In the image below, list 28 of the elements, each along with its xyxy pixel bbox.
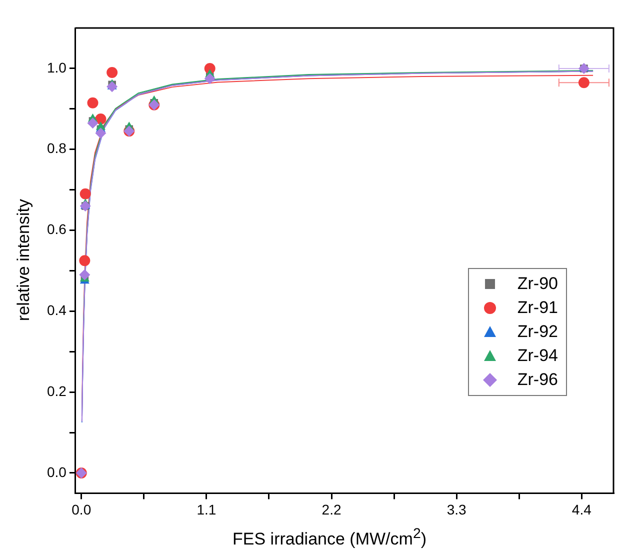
y-tick-label: 0.8: [46, 140, 67, 156]
point: [80, 188, 91, 200]
point: [95, 128, 106, 139]
x-tick-label: 1.1: [196, 501, 216, 518]
legend-label: Zr-92: [517, 322, 558, 342]
legend-label: Zr-91: [517, 298, 558, 318]
point: [578, 77, 590, 88]
y-tick-label: 0.6: [46, 221, 67, 238]
legend-label: Zr-96: [517, 370, 558, 390]
y-tick-label: 0.2: [46, 382, 67, 399]
x-tick-label: 3.3: [446, 501, 467, 518]
point: [204, 73, 216, 84]
x-tick-label: 4.4: [572, 501, 592, 518]
point: [87, 97, 98, 108]
y-tick-label: 0.0: [46, 464, 67, 480]
x-tick-label: 0.0: [72, 501, 92, 518]
legend-label: Zr-94: [517, 346, 558, 366]
y-tick-label: 0.4: [46, 302, 67, 318]
point: [79, 269, 90, 280]
point: [106, 67, 118, 78]
y-axis-title: relative intensity: [14, 199, 34, 321]
point: [87, 118, 98, 129]
legend-label: Zr-90: [517, 274, 558, 294]
point: [106, 81, 118, 92]
y-tick-label: 1.0: [46, 59, 67, 76]
x-axis-title: FES irradiance (MW/cm$^{2}$): [232, 526, 428, 550]
point: [79, 255, 90, 266]
x-tick-label: 2.2: [322, 501, 342, 518]
